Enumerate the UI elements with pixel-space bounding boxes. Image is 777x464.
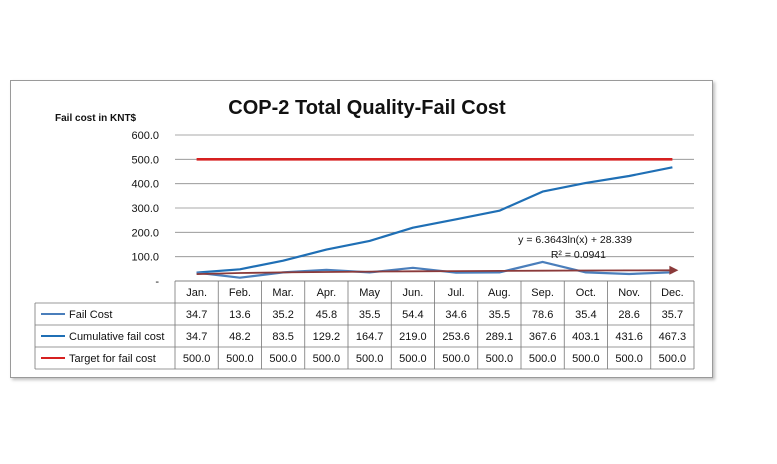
data-table: Jan. Feb. Mar. Apr. May Jun. Jul. Aug. Sep. Oct. N… <box>34 280 695 370</box>
data-label: 289.1 <box>486 331 514 343</box>
data-label: 35.5 <box>489 309 510 321</box>
data-label: 219.0 <box>399 331 427 343</box>
y-tick-label: 400.0 <box>131 179 159 191</box>
data-label: 54.4 <box>402 309 423 321</box>
data-label: 48.2 <box>229 331 250 343</box>
y-tick-label: 200.0 <box>131 227 159 239</box>
chart: COP-2 Total Quality-Fail Cost Fail cost … <box>34 97 695 370</box>
y-tick-label: 500.0 <box>131 154 159 166</box>
x-tick-label: Apr. <box>317 287 337 299</box>
data-label: 35.4 <box>575 309 596 321</box>
data-label: 500.0 <box>615 353 643 365</box>
x-tick-label: May <box>359 287 380 299</box>
x-tick-label: Jun. <box>402 287 423 299</box>
gridlines <box>175 134 694 282</box>
y-tick-label: 100.0 <box>131 252 159 264</box>
trendline-equation: y = 6.3643ln(x) + 28.339 <box>518 234 632 246</box>
data-label: 253.6 <box>442 331 470 343</box>
data-label: 35.5 <box>359 309 380 321</box>
data-label: 129.2 <box>313 331 341 343</box>
data-label: 367.6 <box>529 331 557 343</box>
data-label: 467.3 <box>659 331 687 343</box>
x-tick-label: Dec. <box>661 287 684 299</box>
data-label: 35.7 <box>662 309 683 321</box>
data-label: 78.6 <box>532 309 553 321</box>
y-tick-labels: 600.0 500.0 400.0 300.0 200.0 100.0 - <box>131 130 159 288</box>
legend-entry: Cumulative fail cost <box>69 331 164 343</box>
trendline-r-squared: R² = 0.0941 <box>551 249 606 261</box>
data-label: 35.2 <box>272 309 293 321</box>
x-tick-label: Oct. <box>576 287 596 299</box>
data-label: 83.5 <box>272 331 293 343</box>
data-label: 34.6 <box>445 309 466 321</box>
chart-title: COP-2 Total Quality-Fail Cost <box>228 97 506 119</box>
trendline-arrow <box>669 265 679 275</box>
data-label: 34.7 <box>186 331 207 343</box>
data-label: 500.0 <box>529 353 557 365</box>
x-tick-label: Sep. <box>531 287 554 299</box>
x-tick-label: Feb. <box>229 287 251 299</box>
data-label: 45.8 <box>316 309 337 321</box>
data-label: 500.0 <box>399 353 427 365</box>
x-tick-label: Jul. <box>448 287 465 299</box>
data-label: 500.0 <box>442 353 470 365</box>
data-label: 500.0 <box>313 353 341 365</box>
data-label: 13.6 <box>229 309 250 321</box>
legend-entry: Fail Cost <box>69 309 112 321</box>
data-label: 164.7 <box>356 331 384 343</box>
data-label: 500.0 <box>226 353 254 365</box>
data-label: 500.0 <box>269 353 297 365</box>
trendline <box>196 265 679 275</box>
data-label: 34.7 <box>186 309 207 321</box>
data-label: 500.0 <box>572 353 600 365</box>
data-label: 403.1 <box>572 331 600 343</box>
y-tick-label: - <box>155 276 159 288</box>
data-label: 500.0 <box>659 353 687 365</box>
x-tick-label: Jan. <box>186 287 207 299</box>
data-label: 431.6 <box>615 331 643 343</box>
legend-entry: Target for fail cost <box>69 353 156 365</box>
data-label: 500.0 <box>486 353 514 365</box>
series-line <box>196 166 673 274</box>
x-tick-label: Aug. <box>488 287 511 299</box>
data-label: 28.6 <box>618 309 639 321</box>
data-label: 500.0 <box>183 353 211 365</box>
y-tick-label: 300.0 <box>131 203 159 215</box>
x-tick-label: Mar. <box>272 287 293 299</box>
x-tick-label: Nov. <box>618 287 640 299</box>
chart-frame: COP-2 Total Quality-Fail Cost Fail cost … <box>10 80 713 378</box>
trendline-line <box>196 269 673 275</box>
y-axis-label: Fail cost in KNT$ <box>55 113 137 124</box>
data-label: 500.0 <box>356 353 384 365</box>
y-tick-label: 600.0 <box>131 130 159 142</box>
